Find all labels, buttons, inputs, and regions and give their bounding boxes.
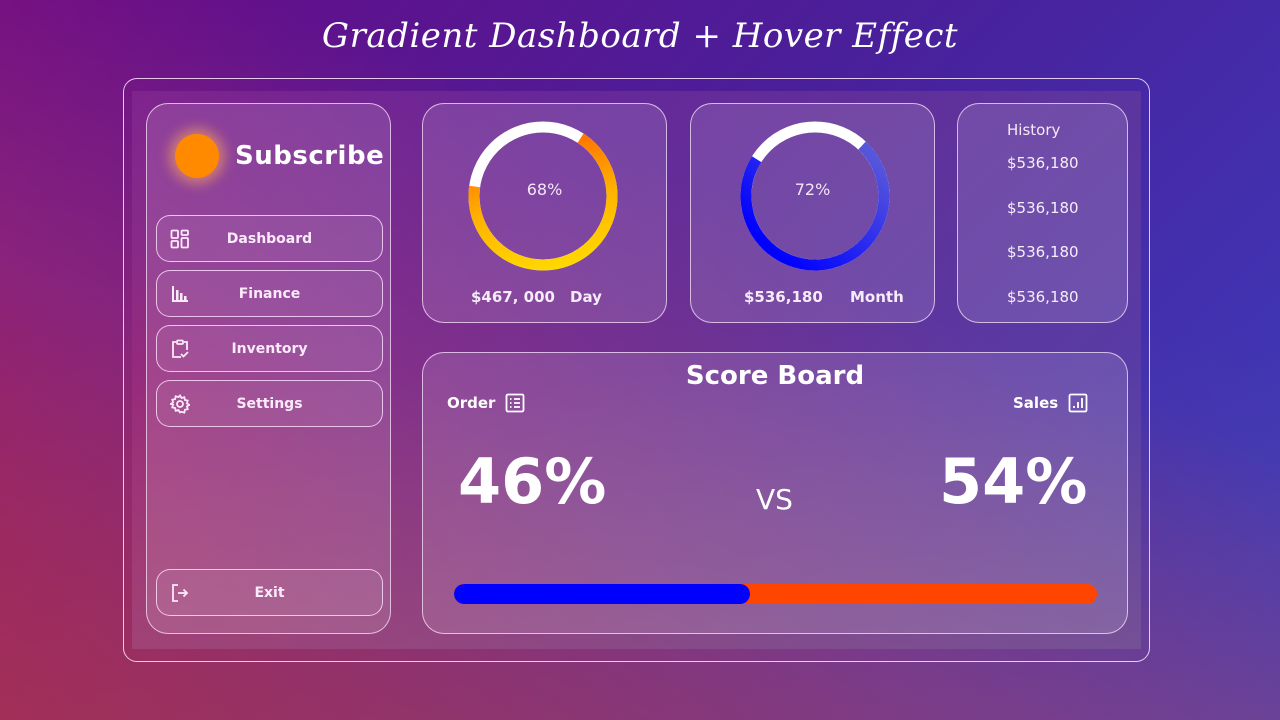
history-title: History (1007, 121, 1061, 139)
sidebar-item-finance[interactable]: Finance (156, 270, 383, 317)
order-share-bar (454, 584, 750, 604)
dashboard-background (132, 91, 1141, 649)
day-percent: 68% (526, 180, 563, 199)
scoreboard-title: Score Board (685, 361, 865, 391)
list-icon (506, 393, 525, 413)
month-period-label: Month (850, 288, 904, 306)
day-progress-ring (468, 121, 618, 271)
month-percent: 72% (794, 180, 831, 199)
sidebar-item-label: Finance (238, 285, 301, 302)
chart-box-icon (1068, 393, 1088, 413)
scoreboard-card[interactable]: Score Board Order Sales 46% VS 54% (422, 352, 1128, 634)
history-item: $536,180 (1007, 243, 1079, 261)
day-period-label: Day (570, 288, 602, 306)
sidebar-item-settings[interactable]: Settings (156, 380, 383, 427)
brand: Subscribe (175, 134, 384, 178)
sales-header: Sales (1013, 393, 1088, 413)
sidebar-item-dashboard[interactable]: Dashboard (156, 215, 383, 262)
bar-chart-icon (172, 286, 188, 302)
sales-label: Sales (1013, 394, 1059, 412)
clipboard-check-icon (172, 339, 189, 358)
order-header: Order (447, 393, 525, 413)
exit-button[interactable]: Exit (156, 569, 383, 616)
versus-label: VS (756, 483, 793, 516)
brand-label: Subscribe (235, 141, 385, 171)
sidebar-item-label: Settings (236, 395, 303, 412)
sidebar-item-label: Dashboard (226, 230, 313, 247)
dashboard-grid-icon (170, 229, 189, 249)
order-percent: 46% (458, 445, 607, 518)
brand-logo-icon (175, 134, 219, 178)
gear-icon (170, 394, 190, 414)
month-amount: $536,180 (744, 288, 823, 306)
history-item: $536,180 (1007, 199, 1079, 217)
month-progress-ring (740, 121, 890, 271)
exit-label: Exit (254, 584, 285, 601)
history-item: $536,180 (1007, 288, 1079, 306)
sidebar-item-inventory[interactable]: Inventory (156, 325, 383, 372)
sales-percent: 54% (939, 445, 1088, 518)
order-label: Order (447, 394, 496, 412)
sidebar-item-label: Inventory (231, 340, 308, 357)
day-revenue-card[interactable]: 68% $467, 000 Day (422, 103, 667, 323)
sidebar: Subscribe Dashboard Finance Inventory Se… (146, 103, 391, 634)
history-card[interactable]: History $536,180 $536,180 $536,180 $536,… (957, 103, 1128, 323)
day-amount: $467, 000 (471, 288, 555, 306)
banner-title: Gradient Dashboard + Hover Effect (321, 16, 959, 56)
month-revenue-card[interactable]: 72% $536,180 Month (690, 103, 935, 323)
dashboard-window (123, 78, 1150, 662)
score-comparison-bar (454, 584, 1097, 604)
logout-icon (172, 584, 189, 602)
history-item: $536,180 (1007, 154, 1079, 172)
